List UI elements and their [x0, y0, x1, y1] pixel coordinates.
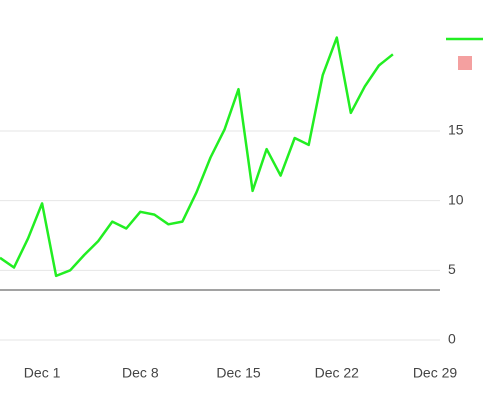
- x-tick-label: Dec 22: [315, 365, 360, 381]
- legend-swatch: [458, 56, 472, 70]
- x-tick-label: Dec 1: [24, 365, 61, 381]
- x-tick-label: Dec 29: [413, 365, 458, 381]
- y-tick-label: 10: [448, 191, 464, 207]
- x-tick-label: Dec 8: [122, 365, 159, 381]
- series-line: [0, 36, 394, 278]
- y-tick-label: 0: [448, 331, 456, 347]
- y-tick-label: 15: [448, 122, 464, 138]
- x-tick-label: Dec 15: [216, 365, 261, 381]
- y-tick-label: 5: [448, 261, 456, 277]
